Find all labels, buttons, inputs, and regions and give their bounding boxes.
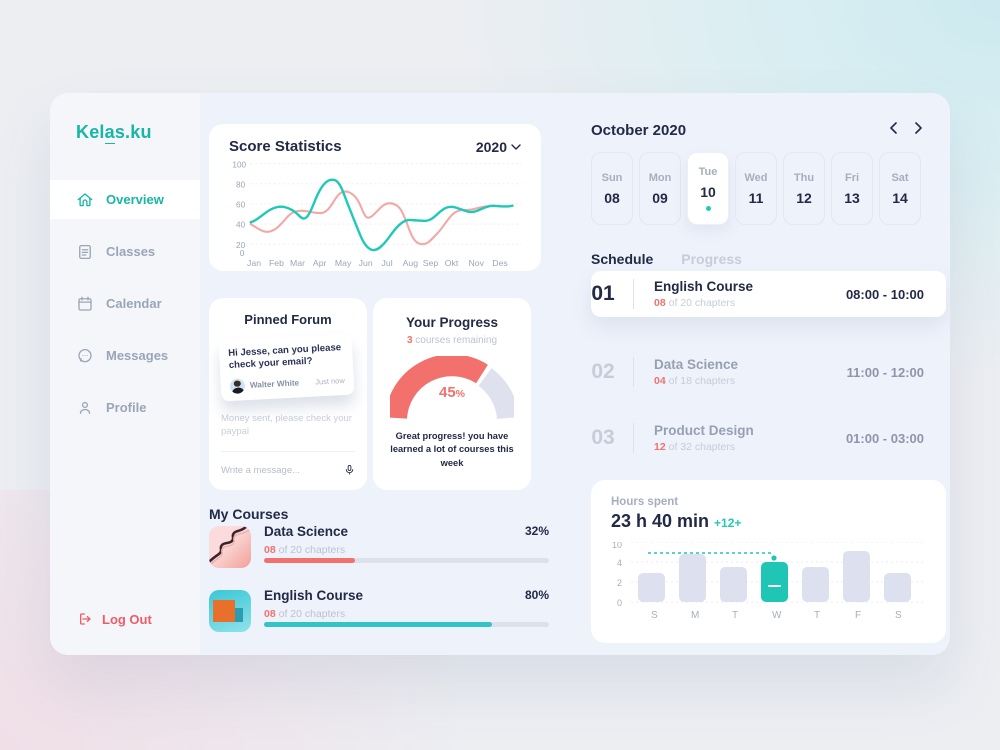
svg-text:T: T xyxy=(732,610,738,621)
svg-text:T: T xyxy=(814,610,820,621)
svg-text:M: M xyxy=(691,610,699,621)
svg-text:Des: Des xyxy=(492,258,508,268)
svg-text:80: 80 xyxy=(236,180,246,189)
svg-text:Feb: Feb xyxy=(269,258,284,268)
svg-text:Jan: Jan xyxy=(247,258,261,268)
svg-text:60: 60 xyxy=(236,201,246,210)
svg-text:S: S xyxy=(895,610,902,621)
svg-text:40: 40 xyxy=(236,221,246,230)
svg-text:May: May xyxy=(335,258,352,268)
svg-text:W: W xyxy=(772,610,782,621)
svg-text:Aug: Aug xyxy=(403,258,419,268)
svg-text:Mar: Mar xyxy=(290,258,305,268)
svg-text:F: F xyxy=(855,610,861,621)
svg-text:Apr: Apr xyxy=(313,258,327,268)
svg-text:Nov: Nov xyxy=(469,258,485,268)
svg-text:S: S xyxy=(651,610,658,621)
svg-text:0: 0 xyxy=(240,249,245,258)
svg-text:Sep: Sep xyxy=(423,258,439,268)
svg-text:0: 0 xyxy=(617,598,622,608)
svg-text:Jul: Jul xyxy=(382,258,393,268)
svg-text:100: 100 xyxy=(232,160,246,169)
svg-text:Okt: Okt xyxy=(445,258,459,268)
svg-text:Jun: Jun xyxy=(359,258,373,268)
svg-text:10: 10 xyxy=(612,542,622,550)
svg-text:2: 2 xyxy=(617,578,622,588)
svg-text:4: 4 xyxy=(617,558,622,568)
